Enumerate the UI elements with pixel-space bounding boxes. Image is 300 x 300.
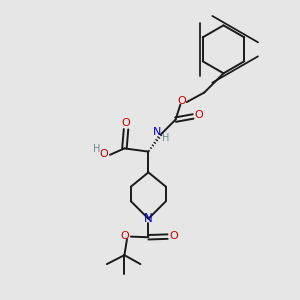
Text: N: N: [153, 127, 161, 137]
Text: O: O: [99, 149, 108, 159]
Text: O: O: [194, 110, 203, 120]
Text: N: N: [144, 212, 153, 225]
Text: H: H: [93, 144, 100, 154]
Text: H: H: [162, 133, 169, 143]
Text: O: O: [122, 118, 130, 128]
Text: O: O: [177, 96, 186, 106]
Text: O: O: [169, 231, 178, 241]
Text: O: O: [121, 231, 129, 241]
